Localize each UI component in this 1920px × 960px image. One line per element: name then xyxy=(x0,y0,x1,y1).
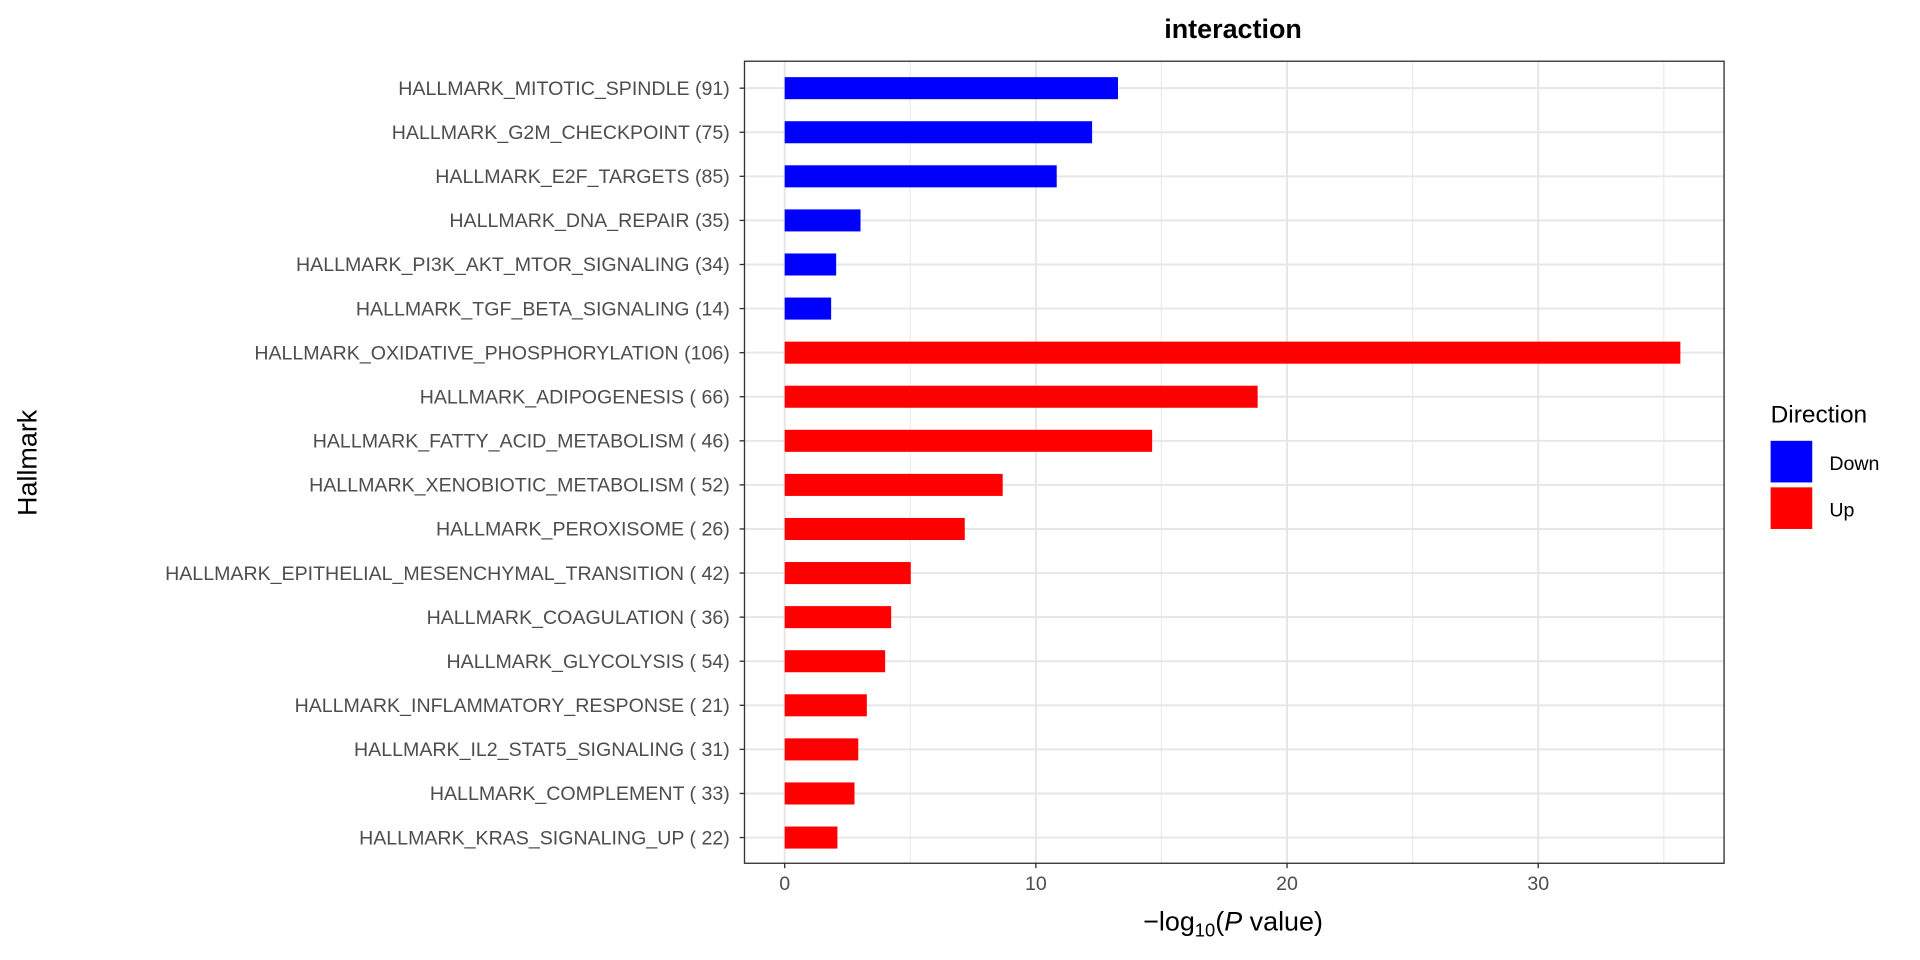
x-axis-title: −log10(P value) xyxy=(1143,907,1323,941)
y-tick-label: HALLMARK_PEROXISOME ( 26) xyxy=(436,519,730,541)
x-tick-label: 20 xyxy=(1276,873,1298,895)
y-tick-label: HALLMARK_MITOTIC_SPINDLE (91) xyxy=(398,78,729,100)
bar xyxy=(784,694,867,717)
legend-key-down xyxy=(1770,440,1813,483)
y-tick-label: HALLMARK_IL2_STAT5_SIGNALING ( 31) xyxy=(354,739,730,761)
x-axis-title-italic: P xyxy=(1224,907,1242,937)
y-axis-title: Hallmark xyxy=(13,409,43,516)
bar xyxy=(784,253,837,276)
bar xyxy=(784,297,832,320)
bar xyxy=(784,121,1093,144)
y-tick-label: HALLMARK_XENOBIOTIC_METABOLISM ( 52) xyxy=(309,475,730,497)
bar xyxy=(784,473,1003,496)
y-tick-label: HALLMARK_TGF_BETA_SIGNALING (14) xyxy=(356,298,730,320)
y-tick-label: HALLMARK_E2F_TARGETS (85) xyxy=(435,166,729,188)
bar xyxy=(784,562,911,585)
x-axis-title-rest: value) xyxy=(1242,907,1323,937)
y-tick-label: HALLMARK_EPITHELIAL_MESENCHYMAL_TRANSITI… xyxy=(165,563,730,585)
y-tick-label: HALLMARK_DNA_REPAIR (35) xyxy=(449,210,729,232)
panel-border xyxy=(743,60,1725,864)
gridlines xyxy=(744,61,1725,864)
legend: Direction Down Up xyxy=(1770,401,1879,529)
bars xyxy=(784,77,1681,849)
y-tick-labels: HALLMARK_MITOTIC_SPINDLE (91) HALLMARK_G2… xyxy=(165,78,745,849)
y-tick-label: HALLMARK_KRAS_SIGNALING_UP ( 22) xyxy=(359,827,730,849)
y-tick-label: HALLMARK_FATTY_ACID_METABOLISM ( 46) xyxy=(313,431,730,453)
y-tick-label: HALLMARK_COMPLEMENT ( 33) xyxy=(430,783,730,805)
y-tick-label: HALLMARK_GLYCOLYSIS ( 54) xyxy=(447,651,730,673)
y-tick-label: HALLMARK_PI3K_AKT_MTOR_SIGNALING (34) xyxy=(296,254,730,276)
x-tick-label: 0 xyxy=(779,873,790,895)
y-tick-label: HALLMARK_ADIPOGENESIS ( 66) xyxy=(420,386,730,408)
bar xyxy=(784,738,859,761)
bar xyxy=(784,165,1057,188)
x-tick-labels: 0 10 20 30 xyxy=(779,863,1549,895)
legend-label-up: Up xyxy=(1829,500,1854,522)
bar xyxy=(784,77,1118,100)
bar xyxy=(784,650,886,673)
bar xyxy=(784,782,855,805)
bar xyxy=(784,517,965,540)
bar xyxy=(784,606,892,629)
x-axis-title-open: ( xyxy=(1215,907,1224,937)
y-tick-label: HALLMARK_INFLAMMATORY_RESPONSE ( 21) xyxy=(295,695,730,717)
x-tick-label: 30 xyxy=(1527,873,1549,895)
bar xyxy=(784,826,838,849)
bar xyxy=(784,209,861,232)
y-tick-label: HALLMARK_OXIDATIVE_PHOSPHORYLATION (106) xyxy=(254,342,729,364)
chart-title: interaction xyxy=(1164,14,1302,44)
y-tick-label: HALLMARK_COAGULATION ( 36) xyxy=(427,607,730,629)
legend-title: Direction xyxy=(1771,401,1868,428)
bar xyxy=(784,341,1681,364)
x-tick-label: 10 xyxy=(1025,873,1047,895)
x-axis-title-prefix: −log xyxy=(1143,907,1195,937)
y-tick-label: HALLMARK_G2M_CHECKPOINT (75) xyxy=(392,122,730,144)
bar xyxy=(784,429,1153,452)
x-axis-title-sub: 10 xyxy=(1195,920,1215,941)
bar xyxy=(784,385,1258,408)
legend-label-down: Down xyxy=(1829,453,1879,475)
legend-key-up xyxy=(1770,487,1813,529)
